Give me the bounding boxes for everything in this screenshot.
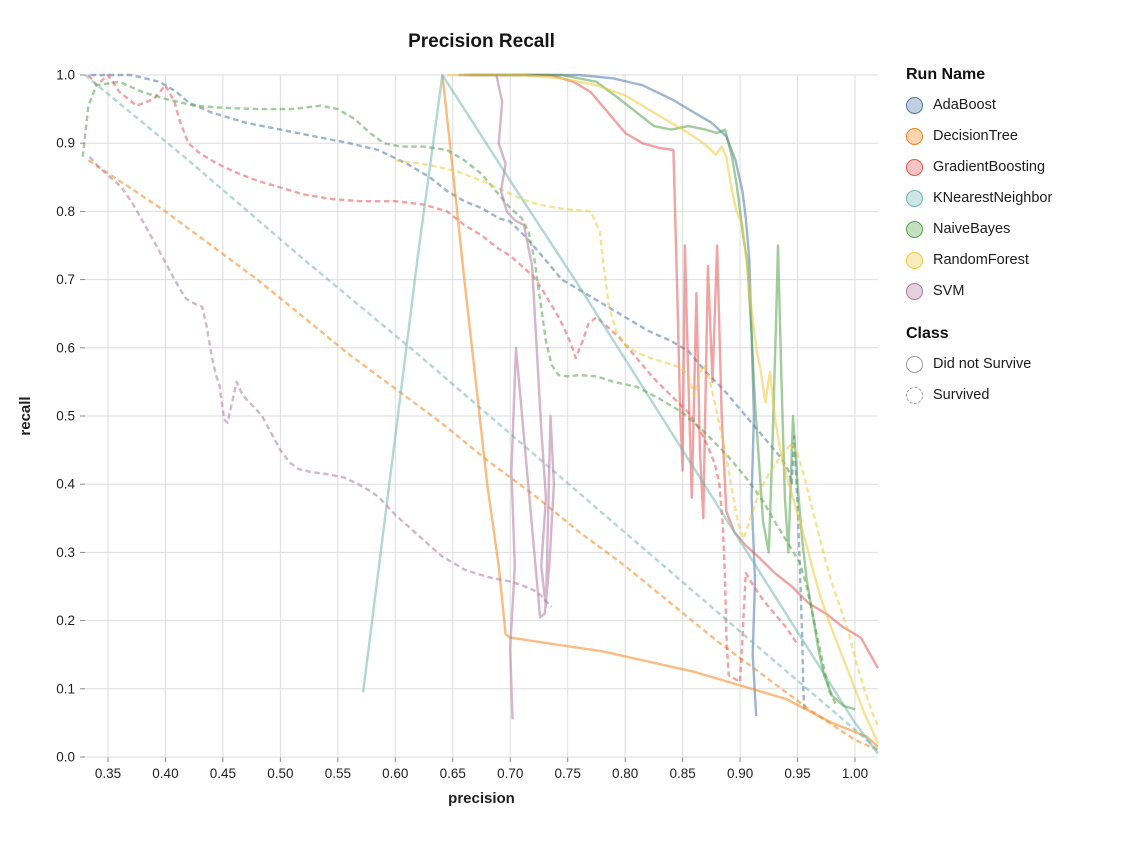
legend-swatch-gradientboosting-icon	[906, 159, 923, 176]
legend-swatch-svm-icon	[906, 283, 923, 300]
x-tick-label: 1.00	[842, 766, 868, 781]
legend-label-gradientboosting: GradientBoosting	[933, 159, 1046, 175]
y-tick-label: 1.0	[56, 68, 75, 83]
x-tick-label: 0.70	[497, 766, 523, 781]
x-tick-label: 0.95	[784, 766, 810, 781]
legend-run-items: AdaBoost DecisionTree GradientBoosting KNea…	[906, 96, 1131, 301]
x-tick-label: 0.45	[210, 766, 236, 781]
series-adaboost-did-not-survive	[458, 73, 758, 717]
series-svm-did-not-survive	[495, 74, 556, 720]
x-tick-label: 0.40	[152, 766, 178, 781]
series-svm-survived	[88, 156, 553, 608]
y-tick-label: 0.5	[56, 409, 75, 424]
legend-swatch-knearestneighbor-icon	[906, 190, 923, 207]
series-adaboost-survived	[90, 73, 806, 710]
y-tick-label: 0.2	[56, 613, 75, 628]
x-tick-label: 0.90	[727, 766, 753, 781]
legend-class-items: Did not Survive Survived	[906, 355, 1131, 405]
series-randomforest-survived	[395, 159, 880, 727]
legend-swatch-adaboost-icon	[906, 97, 923, 114]
x-tick-label: 0.35	[95, 766, 121, 781]
legend-item-naivebayes[interactable]: NaiveBayes	[906, 220, 1131, 239]
y-axis-title: recall	[17, 396, 34, 435]
legend-item-svm[interactable]: SVM	[906, 282, 1131, 301]
legend-label-survived: Survived	[933, 387, 990, 403]
series-gradientboosting-did-not-survive	[464, 73, 880, 669]
x-tick-label: 0.55	[325, 766, 351, 781]
series-naivebayes-survived	[81, 80, 838, 707]
legend-label-svm: SVM	[933, 283, 965, 299]
legend-item-adaboost[interactable]: AdaBoost	[906, 96, 1131, 115]
legend-item-decisiontree[interactable]: DecisionTree	[906, 127, 1131, 146]
series-decisiontree-survived	[87, 159, 879, 752]
y-tick-label: 0.1	[56, 681, 75, 696]
legend-swatch-did-not-survive-icon	[906, 356, 923, 373]
legend-label-did-not-survive: Did not Survive	[933, 356, 1032, 372]
x-tick-label: 0.65	[440, 766, 466, 781]
legend-item-survived[interactable]: Survived	[906, 386, 1131, 405]
x-tick-label: 0.75	[555, 766, 581, 781]
x-tick-label: 0.85	[669, 766, 695, 781]
legend-swatch-randomforest-icon	[906, 252, 923, 269]
x-axis-title: precision	[448, 790, 515, 807]
legend-item-knearestneighbor[interactable]: KNearestNeighbor	[906, 189, 1131, 208]
series-naivebayes-did-not-survive	[470, 73, 856, 711]
legend-label-adaboost: AdaBoost	[933, 97, 996, 113]
x-tick-label: 0.60	[382, 766, 408, 781]
y-tick-label: 0.7	[56, 272, 75, 287]
legend-run-title: Run Name	[906, 66, 986, 83]
legend-label-naivebayes: NaiveBayes	[933, 221, 1011, 237]
chart-legend: Run Name AdaBoost DecisionTree GradientBoo…	[906, 66, 1131, 417]
legend-label-randomforest: RandomForest	[933, 252, 1029, 268]
x-tick-label: 0.50	[267, 766, 293, 781]
legend-run-section: Run Name AdaBoost DecisionTree GradientBoo…	[906, 66, 1131, 301]
legend-swatch-decisiontree-icon	[906, 128, 923, 145]
legend-class-title: Class	[906, 325, 949, 342]
legend-swatch-naivebayes-icon	[906, 221, 923, 238]
legend-item-did-not-survive[interactable]: Did not Survive	[906, 355, 1131, 374]
legend-label-knearestneighbor: KNearestNeighbor	[933, 190, 1053, 206]
x-tick-label: 0.80	[612, 766, 638, 781]
legend-item-gradientboosting[interactable]: GradientBoosting	[906, 158, 1131, 177]
y-tick-label: 0.4	[56, 477, 75, 492]
series-randomforest-did-not-survive	[447, 73, 880, 744]
y-tick-label: 0.0	[56, 750, 75, 765]
y-tick-label: 0.6	[56, 340, 75, 355]
legend-label-decisiontree: DecisionTree	[933, 128, 1018, 144]
y-tick-label: 0.9	[56, 136, 75, 151]
series-knearestneighbor-did-not-survive	[361, 73, 879, 755]
legend-item-randomforest[interactable]: RandomForest	[906, 251, 1131, 270]
legend-class-section: Class Did not Survive Survived	[906, 325, 1131, 405]
y-tick-label: 0.8	[56, 204, 75, 219]
series-knearestneighbor-survived	[84, 74, 879, 752]
series-decisiontree-did-not-survive	[441, 74, 879, 748]
chart-title: Precision Recall	[408, 31, 555, 52]
y-tick-label: 0.3	[56, 545, 75, 560]
legend-swatch-survived-icon	[906, 387, 923, 404]
